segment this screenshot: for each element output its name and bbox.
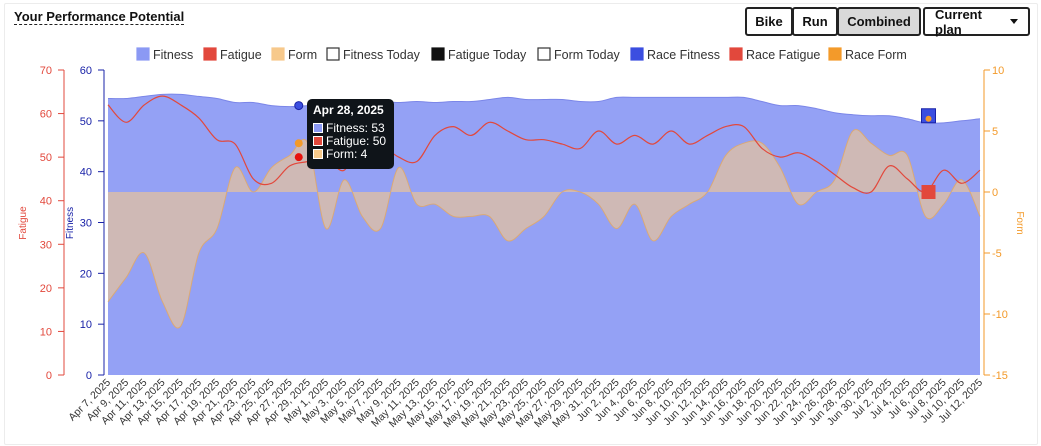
form-axis-label: Form (1014, 211, 1025, 234)
plan-dropdown-label: Current plan (935, 6, 982, 37)
fatigue-tick-label: 70 (40, 65, 52, 77)
fitness-swatch (313, 122, 323, 133)
fitness-tick-label: 40 (80, 167, 92, 179)
combined-button[interactable]: Combined (837, 7, 921, 36)
tooltip-form-text: Form: 4 (326, 146, 368, 161)
legend-swatch-fitness (136, 47, 150, 61)
form-tick-label: 0 (992, 187, 998, 199)
legend-label-fitness-today: Fitness Today (343, 48, 421, 62)
fitness-area (108, 94, 980, 376)
legend-label-race-form: Race Form (845, 48, 907, 62)
legend-swatch-form (271, 47, 285, 61)
legend-swatch-race-fatigue (729, 47, 743, 61)
fatigue-tick-label: 60 (40, 109, 52, 121)
form-tick-label: 10 (992, 65, 1004, 77)
form-area (108, 129, 980, 329)
legend-label-fitness: Fitness (153, 48, 193, 62)
fitness-tick-label: 60 (80, 65, 92, 77)
legend-swatch-form-today (537, 47, 551, 61)
legend-label-race-fitness: Race Fitness (647, 48, 720, 62)
form-tick-label: -10 (992, 309, 1008, 321)
fitness-tick-label: 10 (80, 319, 92, 331)
form-tick-label: 5 (992, 126, 998, 138)
fatigue-tick-label: 50 (40, 152, 52, 164)
legend-swatch-fatigue (203, 47, 217, 61)
form-today-marker (294, 139, 303, 148)
fatigue-today-marker (294, 153, 303, 162)
fatigue-tick-label: 40 (40, 196, 52, 208)
legend-label-race-fatigue: Race Fatigue (746, 48, 820, 62)
fitness-tick-label: 20 (80, 268, 92, 280)
sport-toggle: Bike Run Combined Current plan (745, 6, 1030, 37)
tooltip-date: Apr 28, 2025 (313, 103, 384, 117)
race-fitness-marker (921, 108, 936, 124)
tooltip-row-fatigue: Fatigue: 50 (313, 133, 394, 148)
legend-swatch-fitness-today (326, 47, 340, 61)
legend-swatch-fatigue-today (431, 47, 445, 61)
fitness-today-marker (294, 101, 304, 111)
fatigue-line (107, 95, 981, 194)
fatigue-tick-label: 0 (46, 370, 52, 382)
plot-area (107, 93, 981, 376)
legend-swatch-race-fitness (630, 47, 644, 61)
chart-tooltip: Apr 28, 2025 Fitness: 53 Fatigue: 50 For… (307, 99, 394, 169)
race-fatigue-marker (921, 185, 936, 199)
fatigue-tick-label: 10 (40, 326, 52, 338)
form-tick-label: -15 (992, 370, 1008, 382)
race-form-marker (925, 115, 932, 122)
form-tick-label: -5 (992, 248, 1002, 260)
legend-label-fatigue: Fatigue (220, 48, 262, 62)
fitness-line (107, 93, 981, 124)
form-line (107, 129, 981, 329)
legend-label-form: Form (288, 48, 317, 62)
chart-legend: Fitness Fatigue Form Fitness Today Fatigue T… (136, 47, 907, 62)
legend-label-form-today: Form Today (554, 48, 621, 62)
fatigue-axis-label: Fatigue (18, 206, 29, 240)
tooltip-fitness-text: Fitness: 53 (326, 120, 385, 135)
fitness-tick-label: 50 (80, 116, 92, 128)
tooltip-row-fitness: Fitness: 53 (313, 120, 394, 135)
legend-label-fatigue-today: Fatigue Today (448, 48, 527, 62)
tooltip-row-form: Form: 4 (313, 146, 394, 161)
run-button[interactable]: Run (792, 7, 838, 36)
form-swatch (313, 148, 323, 159)
fitness-tick-label: 30 (80, 218, 92, 230)
fitness-tick-label: 0 (86, 370, 92, 382)
chevron-down-icon (1010, 19, 1018, 24)
fatigue-tick-label: 30 (40, 239, 52, 251)
chart-axes: 010203040506070Fatigue0102030405060Fitne… (18, 65, 1025, 382)
fitness-axis-label: Fitness (65, 207, 76, 239)
plan-dropdown[interactable]: Current plan (923, 6, 1030, 37)
tooltip-fatigue-text: Fatigue: 50 (326, 133, 387, 148)
chart-markers (294, 101, 936, 199)
legend-swatch-race-form (828, 47, 842, 61)
page-title: Your Performance Potential (14, 9, 185, 25)
fatigue-tick-label: 20 (40, 283, 52, 295)
fatigue-swatch (313, 135, 323, 146)
